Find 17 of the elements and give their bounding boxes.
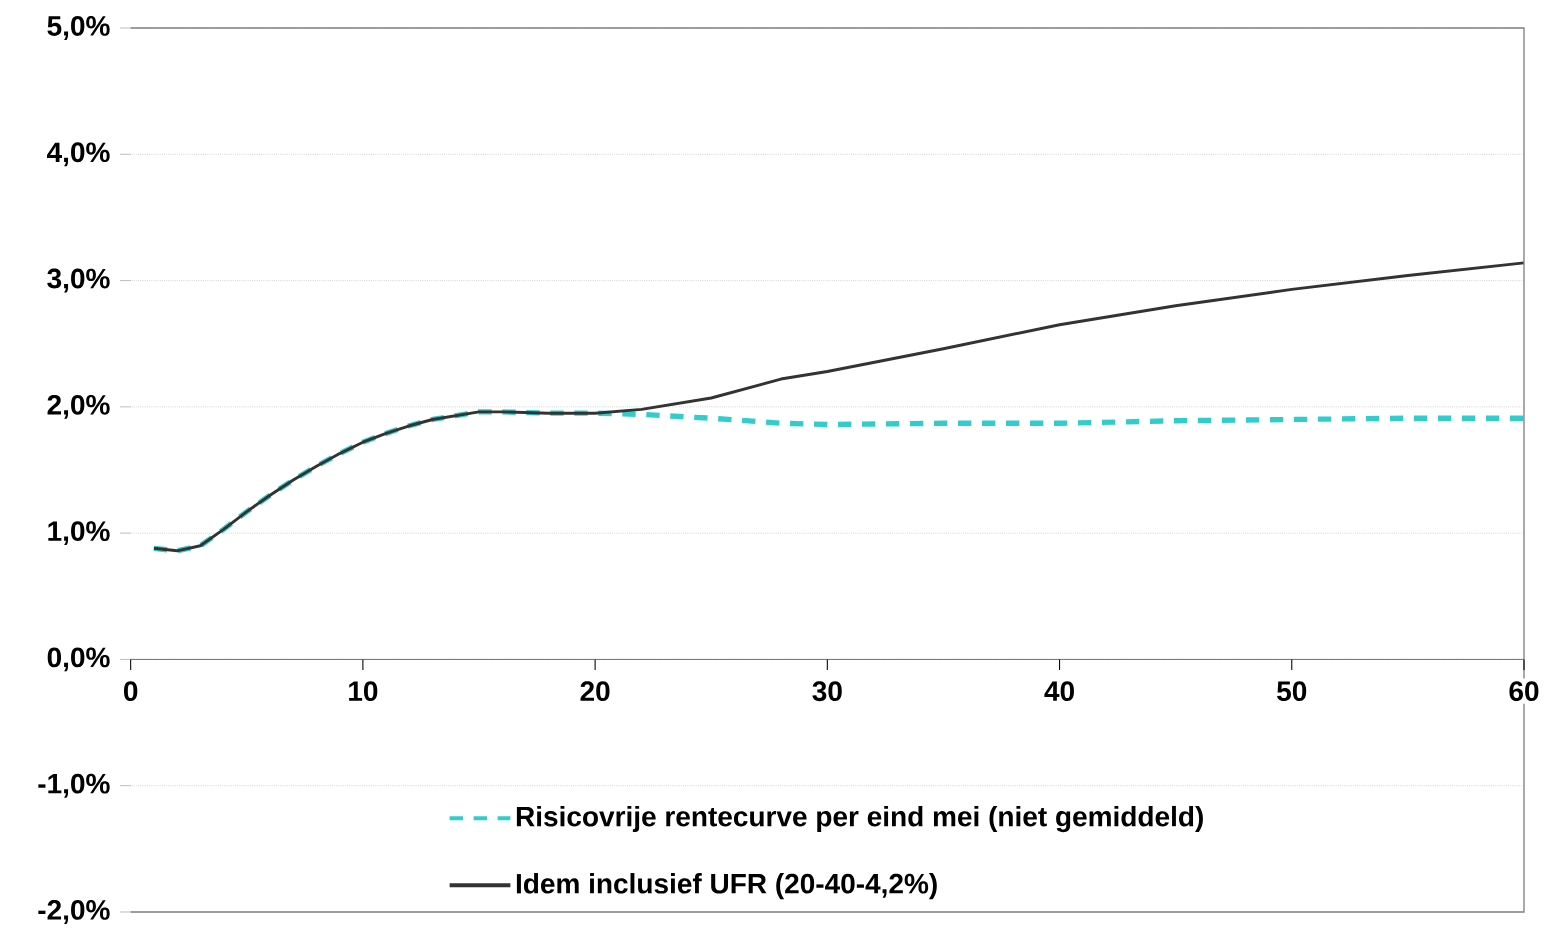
y-tick-label: 4,0%: [47, 142, 110, 167]
x-tick-label: 10: [349, 681, 378, 702]
y-tick-label: 2,0%: [47, 394, 110, 419]
y-tick-label: 0,0%: [47, 647, 110, 672]
x-tick-label: 30: [812, 681, 842, 702]
x-tick-label: 50: [1277, 681, 1307, 702]
x-tick-label: 40: [1044, 681, 1074, 702]
y-tick-label: -2,0%: [38, 900, 110, 924]
y-tick-label: 1,0%: [48, 521, 110, 546]
y-tick-label: 3,0%: [47, 268, 110, 293]
x-tick-label: 20: [580, 681, 610, 702]
legend-label: Risicovrije rentecurve per eind mei (niet gemiddeld): [516, 805, 1203, 833]
y-tick-label: -1,0%: [38, 773, 110, 798]
x-tick-label: 60: [1509, 681, 1539, 702]
legend-label: Idem inclusief UFR (20-40-4,2%): [516, 873, 937, 900]
x-tick-label: 0: [124, 681, 138, 702]
y-tick-label: 5,0%: [47, 16, 110, 40]
